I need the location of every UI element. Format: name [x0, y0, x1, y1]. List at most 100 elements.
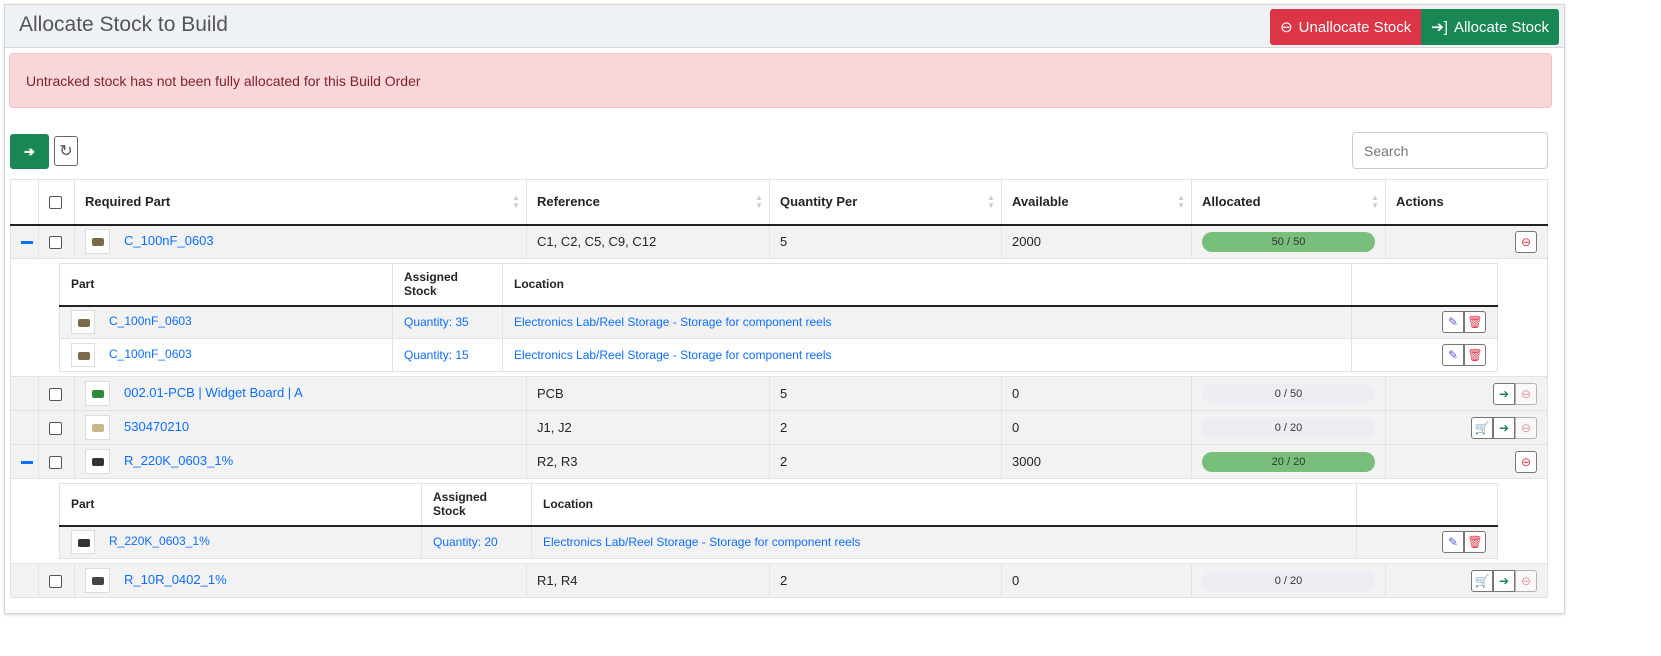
- allocate-stock-button[interactable]: ➔] Allocate Stock: [1421, 9, 1559, 45]
- remove-icon: ⊖: [1520, 386, 1532, 401]
- select-all-header: [38, 179, 75, 226]
- edit-button[interactable]: ✎: [1442, 344, 1464, 366]
- unallocate-button[interactable]: ⊖: [1515, 230, 1537, 253]
- edit-icon: ✎: [1447, 348, 1459, 362]
- row-checkbox[interactable]: [49, 456, 62, 470]
- row-checkbox[interactable]: [49, 422, 62, 436]
- trash-icon: 🗑: [1467, 535, 1483, 550]
- delete-button[interactable]: 🗑: [1464, 311, 1486, 334]
- column-header[interactable]: Available ▲ ▼: [1001, 179, 1192, 226]
- collapse-icon[interactable]: [21, 241, 33, 245]
- sort-icon: ▲ ▼: [755, 193, 763, 210]
- table-row: 530470210 J1, J2 2 0 0 / 20 🛒 ➔ ⊖: [10, 410, 1548, 445]
- part-thumbnail: [85, 449, 110, 474]
- remove-icon: ⊖: [1520, 234, 1532, 249]
- page-title: Allocate Stock to Build: [19, 13, 228, 36]
- allocation-progress: 50 / 50: [1202, 231, 1375, 252]
- column-header[interactable]: Quantity Per ▲ ▼: [769, 179, 1002, 226]
- unallocate-button[interactable]: ⊖: [1515, 569, 1537, 592]
- sign-in-icon: ➔: [1498, 573, 1510, 588]
- location-link[interactable]: Electronics Lab/Reel Storage - Storage f…: [543, 535, 861, 550]
- minus-circle-icon: ⊖: [1280, 19, 1293, 36]
- trash-icon: 🗑: [1467, 348, 1483, 362]
- quantity-per: 5: [769, 224, 1002, 259]
- column-header[interactable]: Allocated ▲ ▼: [1191, 179, 1386, 226]
- allocate-button[interactable]: ➔: [1493, 382, 1515, 405]
- stock-row: R_220K_0603_1% Quantity: 20 Electronics …: [59, 525, 1498, 559]
- stock-quantity-link[interactable]: Quantity: 20: [433, 535, 498, 550]
- location-link[interactable]: Electronics Lab/Reel Storage - Storage f…: [514, 315, 832, 330]
- subtable-header: Assigned Stock: [421, 483, 532, 527]
- part-link[interactable]: 530470210: [124, 418, 190, 434]
- select-all-checkbox[interactable]: [49, 196, 62, 210]
- part-link[interactable]: C_100nF_0603: [124, 233, 214, 249]
- table-row: C_100nF_0603 C1, C2, C5, C9, C12 5 2000 …: [10, 224, 1548, 259]
- collapse-icon[interactable]: [21, 461, 33, 465]
- order-button[interactable]: 🛒: [1471, 416, 1493, 439]
- refresh-icon: ↻: [59, 143, 73, 160]
- remove-icon: ⊖: [1520, 454, 1532, 469]
- sort-icon: ▲ ▼: [987, 193, 995, 210]
- reference: R1, R4: [526, 563, 770, 598]
- unallocate-button[interactable]: ⊖: [1515, 450, 1537, 473]
- delete-button[interactable]: 🗑: [1464, 531, 1486, 554]
- edit-button[interactable]: ✎: [1442, 311, 1464, 334]
- row-checkbox[interactable]: [49, 236, 62, 250]
- order-button[interactable]: 🛒: [1471, 569, 1493, 592]
- part-link[interactable]: R_220K_0603_1%: [124, 452, 234, 468]
- refresh-button[interactable]: ↻: [54, 136, 78, 166]
- row-checkbox[interactable]: [49, 388, 62, 402]
- stock-quantity-link[interactable]: Quantity: 35: [404, 315, 469, 330]
- available: 0: [1001, 410, 1192, 445]
- part-link[interactable]: R_10R_0402_1%: [124, 571, 227, 587]
- subtable-header: Location: [531, 483, 1357, 527]
- stock-row: C_100nF_0603 Quantity: 35 Electronics La…: [59, 305, 1498, 339]
- table-row: R_220K_0603_1% R2, R3 2 3000 20 / 20 ⊖: [10, 444, 1548, 479]
- remove-icon: ⊖: [1520, 420, 1532, 435]
- allocate-button[interactable]: ➔: [1493, 416, 1515, 439]
- column-header[interactable]: Reference ▲ ▼: [526, 179, 770, 226]
- delete-button[interactable]: 🗑: [1464, 344, 1486, 366]
- part-link[interactable]: C_100nF_0603: [109, 347, 192, 362]
- remove-icon: ⊖: [1520, 573, 1532, 588]
- allocation-table: Required Part ▲ ▼ Reference ▲ ▼ Quantity Per ▲ ▼…: [10, 179, 1548, 598]
- search-input[interactable]: [1352, 132, 1548, 169]
- part-link[interactable]: 002.01-PCB | Widget Board | A: [124, 384, 303, 400]
- sign-in-icon: ➔]: [1431, 19, 1448, 36]
- cart-icon: 🛒: [1474, 573, 1490, 588]
- unallocate-button[interactable]: ⊖: [1515, 416, 1537, 439]
- sort-icon: ▲ ▼: [1371, 193, 1379, 210]
- expand-column: [10, 179, 39, 226]
- sign-in-icon: ➔: [24, 143, 35, 159]
- column-header[interactable]: Actions: [1385, 179, 1548, 226]
- sign-in-icon: ➔: [1498, 386, 1510, 401]
- edit-icon: ✎: [1447, 315, 1459, 330]
- part-thumbnail: [85, 381, 110, 406]
- sign-in-icon: ➔: [1498, 420, 1510, 435]
- subtable-header: Assigned Stock: [392, 263, 503, 307]
- stock-quantity-link[interactable]: Quantity: 15: [404, 348, 469, 362]
- sort-icon: ▲ ▼: [1177, 193, 1185, 210]
- available: 0: [1001, 563, 1192, 598]
- table-row: 002.01-PCB | Widget Board | A PCB 5 0 0 …: [10, 376, 1548, 411]
- allocation-progress: 0 / 20: [1202, 570, 1375, 591]
- reference: PCB: [526, 376, 770, 411]
- allocate-selected-button[interactable]: ➔: [10, 134, 49, 169]
- unallocate-stock-button[interactable]: ⊖ Unallocate Stock: [1270, 9, 1422, 45]
- available: 2000: [1001, 224, 1192, 259]
- allocate-button[interactable]: ➔: [1493, 569, 1515, 592]
- allocated-stock-subtable: Part Assigned Stock Location C_100nF_0603 …: [59, 263, 1498, 372]
- column-header[interactable]: Required Part ▲ ▼: [74, 179, 527, 226]
- part-thumbnail: [85, 229, 110, 255]
- subtable-header: Part: [59, 263, 393, 307]
- part-link[interactable]: R_220K_0603_1%: [109, 534, 210, 549]
- allocation-progress: 0 / 50: [1202, 383, 1375, 404]
- part-link[interactable]: C_100nF_0603: [109, 314, 192, 329]
- unallocate-button[interactable]: ⊖: [1515, 382, 1537, 405]
- part-thumbnail: [71, 343, 95, 367]
- trash-icon: 🗑: [1467, 315, 1483, 330]
- edit-button[interactable]: ✎: [1442, 531, 1464, 554]
- part-thumbnail: [71, 310, 95, 335]
- row-checkbox[interactable]: [49, 575, 62, 589]
- location-link[interactable]: Electronics Lab/Reel Storage - Storage f…: [514, 348, 832, 362]
